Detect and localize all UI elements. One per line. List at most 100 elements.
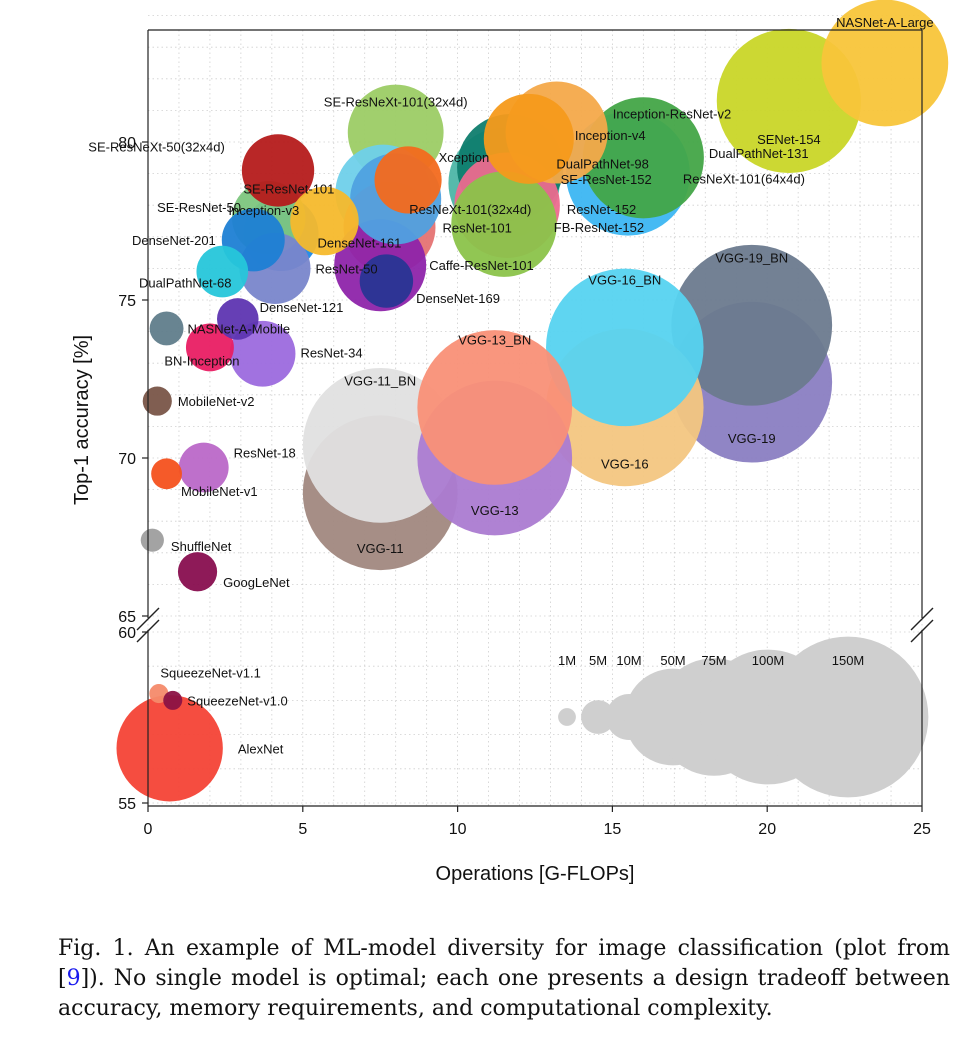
x-axis-label: Operations [G-FLOPs]	[436, 863, 635, 885]
bubble-dualpathnet-68	[196, 245, 249, 298]
label-resnext-101-32x4d: ResNeXt-101(32x4d)	[409, 202, 531, 217]
label-vgg-16-bn: VGG-16_BN	[588, 272, 661, 287]
y-tick-label-75: 75	[118, 293, 136, 310]
x-tick-label-0: 0	[144, 821, 153, 838]
legend-label-50m: 50M	[660, 653, 685, 668]
caption-prefix: Fig. 1. An example of ML-model diversity…	[58, 936, 950, 991]
bubble-vgg-19-bn	[671, 244, 833, 406]
legend-label-100m: 100M	[752, 653, 785, 668]
axis-break-mark	[136, 607, 160, 631]
bubble-xception	[374, 146, 442, 214]
label-nasnet-a-mobile: NASNet-A-Mobile	[188, 321, 291, 336]
bubble-googlenet	[177, 552, 218, 592]
caption-suffix: ]). No single model is optimal; each one…	[58, 966, 950, 1021]
label-densenet-169: DenseNet-169	[416, 291, 500, 306]
label-resnet-50: ResNet-50	[315, 261, 377, 276]
legend-label-75m: 75M	[701, 653, 726, 668]
label-dualpathnet-68: DualPathNet-68	[139, 276, 232, 291]
axis-break-mark	[910, 607, 934, 631]
x-tick-label-10: 10	[449, 821, 467, 838]
legend-label-10m: 10M	[616, 653, 641, 668]
bubble-labels: NASNet-A-Large SENet-154 SE-ResNeXt-101(32…	[88, 15, 933, 756]
label-xception: Xception	[439, 150, 490, 165]
label-googlenet: GoogLeNet	[223, 575, 290, 590]
label-squeezenet-v1-0: SqueezeNet-v1.0	[187, 693, 287, 708]
bubble-mobilenet-v1	[151, 458, 182, 490]
bubble-densenet-121	[216, 298, 259, 340]
label-densenet-201: DenseNet-201	[132, 233, 216, 248]
label-inception-v4: Inception-v4	[575, 128, 646, 143]
legend-label-5m: 5M	[589, 653, 607, 668]
bubble-dualpathnet-131	[582, 97, 704, 219]
label-mobilenet-v1: MobileNet-v1	[181, 484, 258, 499]
y-axis-label: Top-1 accuracy [%]	[71, 335, 93, 505]
y-tick-label-55: 55	[118, 796, 136, 813]
size-legend: 1M 5M 10M 50M 75M 100M 150M	[558, 636, 929, 798]
bubble-vgg-13-bn	[417, 330, 573, 485]
label-senet-154: SENet-154	[757, 132, 821, 147]
y-tick-label-80: 80	[118, 135, 136, 152]
legend-bubble-150m	[767, 636, 929, 798]
y-tick-label-65: 65	[118, 609, 136, 626]
label-se-resnet-101: SE-ResNet-101	[243, 182, 334, 197]
bubbles	[116, 0, 949, 802]
bubble-nasnet-a-large	[821, 0, 949, 127]
bubble-bn-inception	[185, 323, 234, 372]
label-squeezenet-v1-1: SqueezeNet-v1.1	[160, 666, 260, 681]
label-resnet-152: ResNet-152	[567, 202, 636, 217]
x-tick-label-20: 20	[758, 821, 776, 838]
legend-bubble-1m	[558, 708, 576, 726]
label-dualpathnet-131: DualPathNet-131	[709, 146, 809, 161]
axis-break-mark	[910, 619, 934, 643]
legend-label-1m: 1M	[558, 653, 576, 668]
label-mobilenet-v2: MobileNet-v2	[178, 394, 255, 409]
figure-caption: Fig. 1. An example of ML-model diversity…	[58, 934, 950, 1024]
legend-bubble-5m	[581, 700, 615, 734]
label-resnext-101-64x4d: ResNeXt-101(64x4d)	[683, 172, 805, 187]
label-vgg-16: VGG-16	[601, 456, 649, 471]
bubble-resnet-18	[178, 442, 229, 493]
caption-reference-link[interactable]: 9	[66, 966, 81, 991]
bubble-alexnet	[116, 695, 223, 802]
bubble-inception-v4	[483, 93, 574, 184]
bubble-squeezenet-v1-0	[163, 690, 183, 710]
label-dualpathnet-98: DualPathNet-98	[556, 156, 649, 171]
x-tick-label-25: 25	[913, 821, 931, 838]
label-fb-resnet-152: FB-ResNet-152	[554, 220, 644, 235]
label-resnet-34: ResNet-34	[300, 346, 362, 361]
label-inception-resnet-v2: Inception-ResNet-v2	[613, 107, 732, 122]
x-tick-label-5: 5	[298, 821, 307, 838]
label-vgg-13: VGG-13	[471, 503, 519, 518]
bubble-mobilenet-v2	[142, 386, 172, 416]
label-densenet-121: DenseNet-121	[260, 300, 344, 315]
label-densenet-161: DenseNet-161	[318, 236, 402, 251]
label-se-resnext-50-32x4d: SE-ResNeXt-50(32x4d)	[88, 139, 225, 154]
bubble-vgg-16-bn	[546, 268, 704, 427]
label-alexnet: AlexNet	[238, 741, 284, 756]
y-tick-label-70: 70	[118, 451, 136, 468]
label-resnet-101: ResNet-101	[442, 220, 511, 235]
bubble-se-resnext-50-32x4d	[241, 134, 315, 207]
label-nasnet-a-large: NASNet-A-Large	[836, 15, 934, 30]
label-se-resnext-101-32x4d: SE-ResNeXt-101(32x4d)	[324, 95, 468, 110]
label-resnet-18: ResNet-18	[234, 445, 296, 460]
label-vgg-19-bn: VGG-19_BN	[715, 250, 788, 265]
x-tick-label-15: 15	[604, 821, 622, 838]
bubble-chart: NASNet-A-Large SENet-154 SE-ResNeXt-101(32…	[71, 0, 949, 885]
bubble-nasnet-a-mobile	[149, 311, 184, 346]
label-shufflenet: ShuffleNet	[171, 539, 232, 554]
bubble-fb-resnet-152	[451, 171, 557, 277]
label-vgg-13-bn: VGG-13_BN	[458, 332, 531, 347]
y-tick-label-60: 60	[118, 625, 136, 642]
label-vgg-11: VGG-11	[357, 541, 404, 556]
legend-label-150m: 150M	[832, 653, 865, 668]
bubble-shufflenet	[140, 528, 164, 552]
label-se-resnet-50: SE-ResNet-50	[157, 200, 241, 215]
bubble-densenet-169	[359, 254, 414, 308]
label-bn-inception: BN-Inception	[164, 353, 239, 368]
plot-frame	[136, 29, 934, 807]
axis-break-mark	[136, 619, 160, 643]
label-vgg-19: VGG-19	[728, 431, 776, 446]
label-se-resnet-152: SE-ResNet-152	[561, 172, 652, 187]
